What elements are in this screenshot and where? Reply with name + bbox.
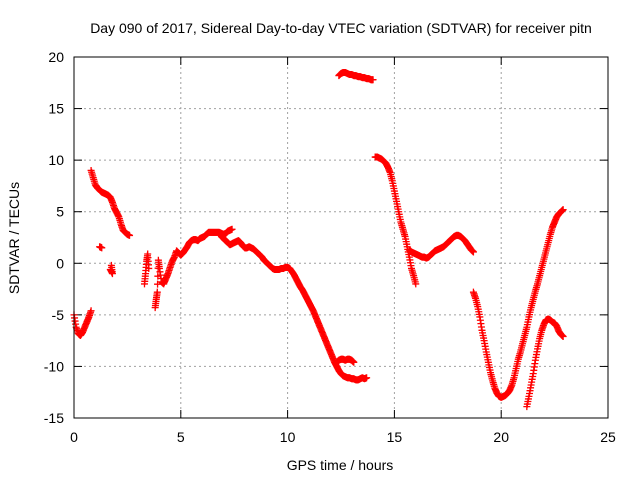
data-point (559, 333, 567, 341)
x-tick-label: 10 (280, 429, 296, 445)
data-points (70, 68, 567, 411)
y-tick-label: 20 (48, 49, 64, 65)
data-point (350, 358, 358, 366)
y-axis-label: SDTVAR / TECUs (6, 182, 22, 294)
y-tick-label: -15 (44, 410, 64, 426)
chart-title: Day 090 of 2017, Sidereal Day-to-day VTE… (90, 20, 592, 36)
data-point (559, 206, 567, 214)
y-tick-label: -5 (52, 307, 65, 323)
y-tick-label: 15 (48, 101, 64, 117)
data-point (228, 225, 236, 233)
plot-frame (73, 56, 609, 419)
x-axis-label: GPS time / hours (287, 457, 394, 473)
x-tick-label: 25 (600, 429, 616, 445)
data-point (98, 244, 106, 252)
data-point (145, 264, 153, 272)
y-tick-label: 0 (56, 255, 64, 271)
data-point (412, 280, 420, 288)
y-tick-label: 10 (48, 152, 64, 168)
data-point (469, 248, 477, 256)
x-tick-label: 20 (493, 429, 509, 445)
y-tick-label: 5 (56, 204, 64, 220)
data-point (154, 280, 162, 288)
data-point (363, 374, 371, 382)
x-tick-label: 5 (177, 429, 185, 445)
data-point (369, 76, 377, 84)
x-tick-label: 15 (387, 429, 403, 445)
data-point (107, 261, 115, 269)
x-tick-label: 0 (70, 429, 78, 445)
data-point (153, 288, 161, 296)
axis-ticks: 0 5 10 15 20 25 -15 -10 -5 0 5 10 15 20 (44, 49, 616, 445)
y-tick-label: -10 (44, 358, 64, 374)
data-point (87, 307, 95, 315)
data-point (126, 231, 134, 239)
